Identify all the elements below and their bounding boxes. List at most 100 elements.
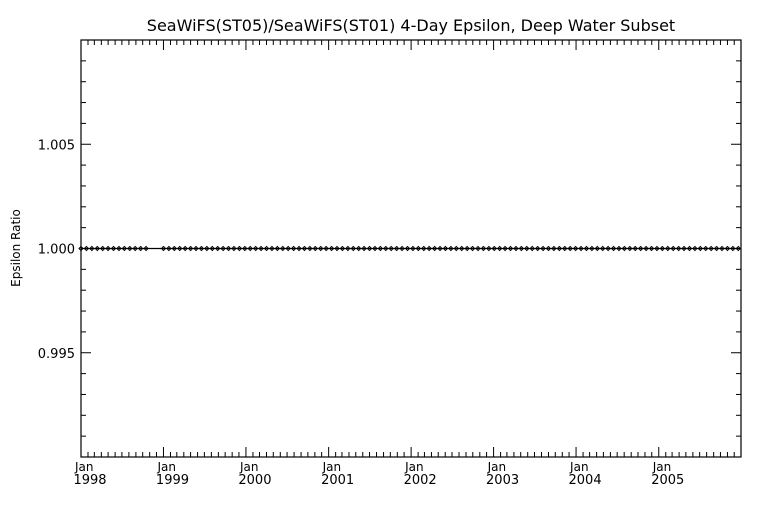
data-point (301, 245, 308, 252)
data-point (132, 245, 138, 252)
data-point (632, 245, 638, 252)
data-point (507, 245, 514, 252)
data-point (421, 245, 427, 252)
data-point (383, 245, 389, 252)
data-point (307, 245, 313, 252)
data-point (410, 245, 416, 252)
x-tick-month-label: Jan (487, 460, 507, 474)
data-point (258, 245, 264, 252)
data-point (627, 245, 633, 252)
data-point (263, 245, 270, 252)
data-point (589, 245, 595, 252)
x-tick-year-label: 2001 (321, 473, 354, 488)
data-point (105, 245, 111, 252)
x-tick-year-label: 2005 (651, 473, 684, 488)
data-point (697, 245, 704, 252)
data-point (621, 245, 628, 252)
data-point (339, 245, 346, 252)
data-point (730, 245, 736, 252)
x-tick-month-label: Jan (322, 460, 342, 474)
data-point (355, 245, 362, 252)
data-point (143, 245, 149, 252)
data-point (556, 245, 563, 252)
data-point (686, 245, 693, 252)
data-point (572, 245, 579, 252)
data-point (220, 245, 226, 252)
data-point (654, 245, 660, 252)
data-point (529, 245, 535, 252)
data-point (578, 245, 584, 252)
data-point (399, 245, 405, 252)
x-tick-year-label: 1999 (156, 473, 189, 488)
x-tick-month-label: Jan (239, 460, 259, 474)
x-tick-year-label: 2002 (404, 473, 437, 488)
data-point (318, 245, 324, 252)
data-point (464, 245, 470, 252)
data-point (637, 245, 644, 252)
data-point (534, 245, 541, 252)
data-point (605, 245, 611, 252)
data-point (225, 245, 232, 252)
data-point (388, 245, 394, 252)
data-point (269, 245, 275, 252)
data-point (724, 245, 731, 252)
data-point (236, 245, 243, 252)
data-point (567, 245, 573, 252)
data-point (551, 245, 557, 252)
data-point (94, 245, 100, 252)
data-point (231, 245, 237, 252)
data-point (437, 245, 443, 252)
data-point (274, 245, 281, 252)
data-point (166, 245, 172, 252)
data-point (247, 245, 253, 252)
data-point (296, 245, 302, 252)
x-tick-year-label: 2003 (486, 473, 519, 488)
data-point (334, 245, 340, 252)
y-axis-label: Epsilon Ratio (9, 209, 23, 287)
data-point (675, 245, 682, 252)
data-point (345, 245, 351, 252)
data-point (252, 245, 259, 252)
x-tick-year-label: 2000 (238, 473, 271, 488)
data-point (480, 245, 487, 252)
data-point (242, 245, 248, 252)
data-point (312, 245, 319, 252)
data-point (708, 245, 714, 252)
data-point (393, 245, 400, 252)
x-tick-month-label: Jan (652, 460, 672, 474)
data-point (377, 245, 384, 252)
data-point (285, 245, 291, 252)
chart-title: SeaWiFS(ST05)/SeaWiFS(ST01) 4-Day Epsilo… (147, 16, 675, 35)
data-point (502, 245, 508, 252)
data-point (665, 245, 671, 252)
data-point (513, 245, 519, 252)
x-tick-month-label: Jan (404, 460, 424, 474)
data-point (415, 245, 422, 252)
x-tick-month-label: Jan (569, 460, 589, 474)
data-point (110, 245, 117, 252)
data-point (659, 245, 666, 252)
data-point (280, 245, 286, 252)
data-point (524, 245, 530, 252)
data-point (562, 245, 568, 252)
data-point (323, 245, 329, 252)
data-point (204, 245, 210, 252)
data-point (214, 245, 221, 252)
data-point (713, 245, 720, 252)
data-point (361, 245, 367, 252)
x-tick-year-label: 1998 (73, 473, 106, 488)
data-point (366, 245, 373, 252)
data-point (670, 245, 676, 252)
data-point (99, 245, 106, 252)
y-tick-label: 1.005 (38, 138, 75, 153)
data-point (648, 245, 655, 252)
data-point (171, 245, 178, 252)
data-point (328, 245, 335, 252)
data-point (160, 245, 167, 252)
data-point (177, 245, 183, 252)
data-point (209, 245, 215, 252)
y-tick-label: 1.000 (38, 243, 75, 258)
data-point (518, 245, 525, 252)
data-point (459, 245, 465, 252)
